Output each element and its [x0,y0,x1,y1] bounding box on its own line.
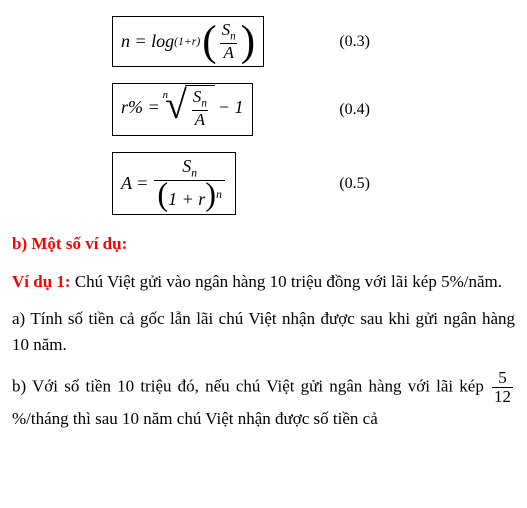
question-b: b) Với số tiền 10 triệu đó, nếu chú Việt… [12,369,515,431]
formula-box-03: n = log(1+r) ( Sn A ) [112,16,264,67]
formula-box-04: r% = n √ Sn A − 1 [112,83,253,136]
fraction-5-12: 5 12 [492,369,513,406]
example-1-intro: Ví dụ 1: Chú Việt gửi vào ngân hàng 10 t… [12,269,515,295]
eq-num-05: (0.5) [299,172,515,196]
question-b-post: %/tháng thì sau 10 năm chú Việt nhận đượ… [12,409,378,428]
formula-row-03: n = log(1+r) ( Sn A ) (0.3) [12,16,515,67]
question-b-pre: b) Với số tiền 10 triệu đó, nếu chú Việt… [12,376,490,395]
formula-row-04: r% = n √ Sn A − 1 (0.4) [12,83,515,136]
eq-num-04: (0.4) [299,98,515,122]
formula-row-05: A = Sn (1 + r)n (0.5) [12,152,515,215]
example-1-intro-text: Chú Việt gửi vào ngân hàng 10 triệu đồng… [71,272,502,291]
example-1-label: Ví dụ 1: [12,272,71,291]
section-b-heading: b) Một số ví dụ: [12,231,515,257]
eq-num-03: (0.3) [299,30,515,54]
question-a: a) Tính số tiền cả gốc lẫn lãi chú Việt … [12,306,515,357]
formula-box-05: A = Sn (1 + r)n [112,152,236,215]
